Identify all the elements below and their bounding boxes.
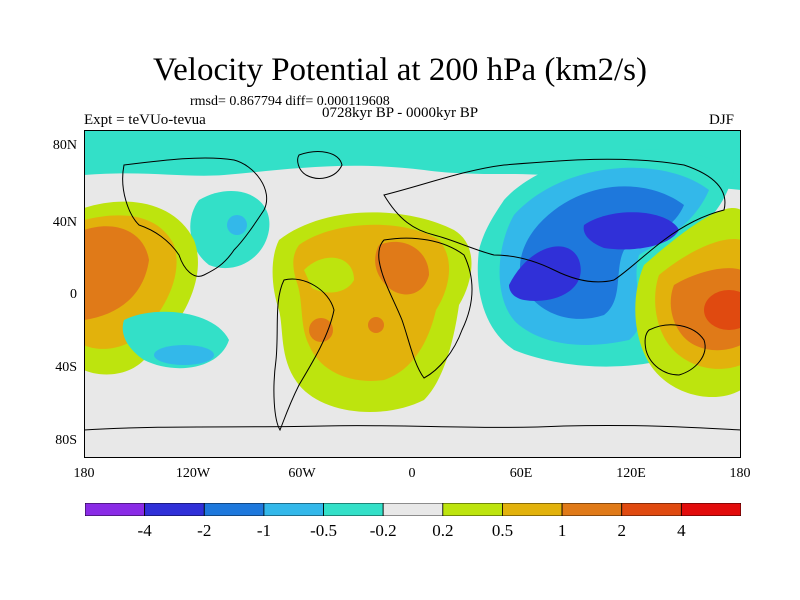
y-axis-label-0: 0 xyxy=(70,287,77,302)
coast-north-america xyxy=(122,157,268,277)
experiment-label: Expt = teVUo-tevua xyxy=(84,112,206,128)
period-text: 0728kyr BP - 0000kyr BP xyxy=(322,105,479,121)
atlantic-gap xyxy=(304,257,354,293)
coast-eurasia xyxy=(383,158,726,283)
south-atlantic-core xyxy=(309,318,333,342)
colorbar-label: 4 xyxy=(677,521,686,540)
colorbar-label: 0.5 xyxy=(491,521,514,540)
y-axis-label-40s: 40S xyxy=(55,360,77,375)
velocity-potential-map xyxy=(84,130,741,458)
coastlines xyxy=(84,151,741,432)
colorbar-swatch-6 xyxy=(442,503,503,516)
x-axis-label-120w: 120W xyxy=(175,466,211,481)
coast-antarctica xyxy=(84,424,741,431)
colorbar-label: -4 xyxy=(137,521,152,540)
coast-greenland xyxy=(297,151,343,179)
y-axis-label-40n: 40N xyxy=(52,215,77,230)
map-frame xyxy=(84,130,741,458)
y-axis-label-80n: 80N xyxy=(52,138,77,153)
x-axis-label-0: 0 xyxy=(408,466,416,481)
colorbar-label: -1 xyxy=(256,521,271,540)
colorbar-swatch-5 xyxy=(382,503,444,516)
asian-low-core-2 xyxy=(583,212,679,250)
coast-africa xyxy=(378,237,473,379)
colorbar-swatch-9 xyxy=(621,503,682,516)
colorbar-swatch-3 xyxy=(263,503,324,516)
colorbar-swatch-4 xyxy=(323,503,384,516)
colorbar-swatch-10 xyxy=(680,503,741,516)
south-atlantic-core-2 xyxy=(368,317,384,333)
colorbar-label: 1 xyxy=(557,521,567,540)
colorbar-swatch-8 xyxy=(561,503,623,516)
east-pacific-high-core xyxy=(84,226,149,320)
colorbar-swatch-1 xyxy=(144,503,205,516)
south-pacific-core xyxy=(154,345,214,365)
x-axis-label-60e: 60E xyxy=(509,466,533,481)
x-axis-label-60w: 60W xyxy=(288,466,316,481)
colorbar-swatch-7 xyxy=(502,503,563,516)
x-axis-label-120e: 120E xyxy=(616,466,646,481)
coast-south-america xyxy=(273,278,335,432)
colorbar-swatch-2 xyxy=(203,503,265,516)
colorbar xyxy=(85,503,741,516)
coast-australia xyxy=(644,324,706,376)
y-axis-label-80s: 80S xyxy=(55,433,77,448)
page-title: Velocity Potential at 200 hPa (km2/s) xyxy=(152,52,648,88)
colorbar-label: 0.2 xyxy=(432,521,454,540)
west-pacific-core xyxy=(704,290,741,330)
colorbar-label: -2 xyxy=(197,521,212,540)
asian-low-core xyxy=(509,246,581,301)
colorbar-label: 2 xyxy=(617,521,626,540)
season-label: DJF xyxy=(709,112,735,128)
colorbar-label: -0.5 xyxy=(310,521,337,540)
colorbar-swatch-0 xyxy=(85,503,146,516)
atlantic-high-core xyxy=(375,241,429,295)
x-axis-label-180-left: 180 xyxy=(73,466,95,481)
colorbar-label: -0.2 xyxy=(369,521,397,540)
stats-text: rmsd= 0.867794 diff= 0.000119608 xyxy=(190,94,390,109)
x-axis-label-180-right: 180 xyxy=(729,466,751,481)
north-america-core xyxy=(227,215,247,235)
